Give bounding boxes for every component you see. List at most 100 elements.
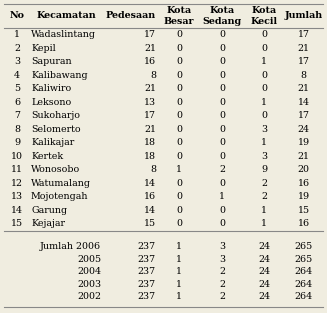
Text: 18: 18: [144, 138, 156, 147]
Text: 0: 0: [176, 71, 182, 80]
Text: 24: 24: [258, 242, 270, 251]
Text: 1: 1: [176, 165, 182, 174]
Text: 3: 3: [261, 125, 267, 134]
Text: 6: 6: [14, 98, 20, 107]
Text: 0: 0: [219, 179, 225, 188]
Text: Kota
Kecil: Kota Kecil: [250, 6, 278, 26]
Text: Kepil: Kepil: [31, 44, 56, 53]
Text: Kejajar: Kejajar: [31, 219, 65, 228]
Text: 16: 16: [144, 57, 156, 66]
Text: Kota
Sedang: Kota Sedang: [202, 6, 242, 26]
Text: 3: 3: [219, 242, 225, 251]
Text: 19: 19: [298, 138, 310, 147]
Text: No: No: [9, 12, 25, 20]
Text: Jumlah 2006: Jumlah 2006: [40, 242, 101, 251]
Text: 237: 237: [138, 292, 156, 301]
Text: Selomerto: Selomerto: [31, 125, 81, 134]
Text: 264: 264: [294, 292, 313, 301]
Text: 265: 265: [294, 242, 313, 251]
Text: Kota
Besar: Kota Besar: [164, 6, 194, 26]
Text: 0: 0: [219, 206, 225, 215]
Text: Leksono: Leksono: [31, 98, 71, 107]
Text: 2: 2: [14, 44, 20, 53]
Text: Kertek: Kertek: [31, 152, 63, 161]
Text: 0: 0: [176, 219, 182, 228]
Text: 24: 24: [258, 267, 270, 276]
Text: Sapuran: Sapuran: [31, 57, 72, 66]
Text: 11: 11: [11, 165, 23, 174]
Text: 237: 237: [138, 242, 156, 251]
Text: 24: 24: [258, 255, 270, 264]
Text: 0: 0: [176, 192, 182, 201]
Text: 1: 1: [261, 57, 267, 66]
Text: Kalikajar: Kalikajar: [31, 138, 74, 147]
Text: 14: 14: [144, 206, 156, 215]
Text: 0: 0: [176, 179, 182, 188]
Text: 20: 20: [298, 165, 309, 174]
Text: 2: 2: [261, 192, 267, 201]
Text: 0: 0: [176, 57, 182, 66]
Text: 4: 4: [14, 71, 20, 80]
Text: 24: 24: [258, 292, 270, 301]
Text: 0: 0: [176, 84, 182, 93]
Text: 2: 2: [219, 267, 225, 276]
Text: 0: 0: [219, 152, 225, 161]
Text: Kalibawang: Kalibawang: [31, 71, 88, 80]
Text: Mojotengah: Mojotengah: [31, 192, 89, 201]
Text: 1: 1: [176, 280, 182, 289]
Text: 10: 10: [11, 152, 23, 161]
Text: Pedesaan: Pedesaan: [105, 12, 156, 20]
Text: 7: 7: [14, 111, 20, 120]
Text: 21: 21: [144, 44, 156, 53]
Text: 237: 237: [138, 267, 156, 276]
Text: 0: 0: [219, 57, 225, 66]
Text: 1: 1: [261, 138, 267, 147]
Text: 2: 2: [261, 179, 267, 188]
Text: 0: 0: [219, 219, 225, 228]
Text: 17: 17: [298, 111, 309, 120]
Text: 0: 0: [219, 125, 225, 134]
Text: 2: 2: [219, 165, 225, 174]
Text: 0: 0: [219, 44, 225, 53]
Text: 1: 1: [176, 267, 182, 276]
Text: 17: 17: [144, 111, 156, 120]
Text: 14: 14: [11, 206, 23, 215]
Text: 1: 1: [176, 292, 182, 301]
Text: 24: 24: [258, 280, 270, 289]
Text: 14: 14: [144, 179, 156, 188]
Text: 19: 19: [298, 192, 310, 201]
Text: 0: 0: [176, 125, 182, 134]
Text: 1: 1: [261, 219, 267, 228]
Text: 21: 21: [144, 84, 156, 93]
Text: 16: 16: [144, 192, 156, 201]
Text: 5: 5: [14, 84, 20, 93]
Text: 13: 13: [144, 98, 156, 107]
Text: 15: 15: [11, 219, 23, 228]
Text: 8: 8: [14, 125, 20, 134]
Text: 21: 21: [298, 152, 309, 161]
Text: 1: 1: [176, 255, 182, 264]
Text: 8: 8: [150, 165, 156, 174]
Text: 0: 0: [176, 30, 182, 39]
Text: 15: 15: [298, 206, 310, 215]
Text: 2005: 2005: [77, 255, 101, 264]
Text: 0: 0: [219, 30, 225, 39]
Text: 2003: 2003: [77, 280, 101, 289]
Text: Wadaslintang: Wadaslintang: [31, 30, 96, 39]
Text: 264: 264: [294, 267, 313, 276]
Text: Jumlah: Jumlah: [284, 12, 322, 20]
Text: 1: 1: [261, 206, 267, 215]
Text: 1: 1: [14, 30, 20, 39]
Text: Kaliwiro: Kaliwiro: [31, 84, 71, 93]
Text: 21: 21: [298, 44, 309, 53]
Text: 0: 0: [219, 138, 225, 147]
Text: 8: 8: [150, 71, 156, 80]
Text: 2004: 2004: [77, 267, 101, 276]
Text: 0: 0: [219, 111, 225, 120]
Text: 0: 0: [261, 84, 267, 93]
Text: 0: 0: [261, 30, 267, 39]
Text: 0: 0: [261, 44, 267, 53]
Text: 21: 21: [144, 125, 156, 134]
Text: 0: 0: [176, 206, 182, 215]
Text: 16: 16: [298, 219, 310, 228]
